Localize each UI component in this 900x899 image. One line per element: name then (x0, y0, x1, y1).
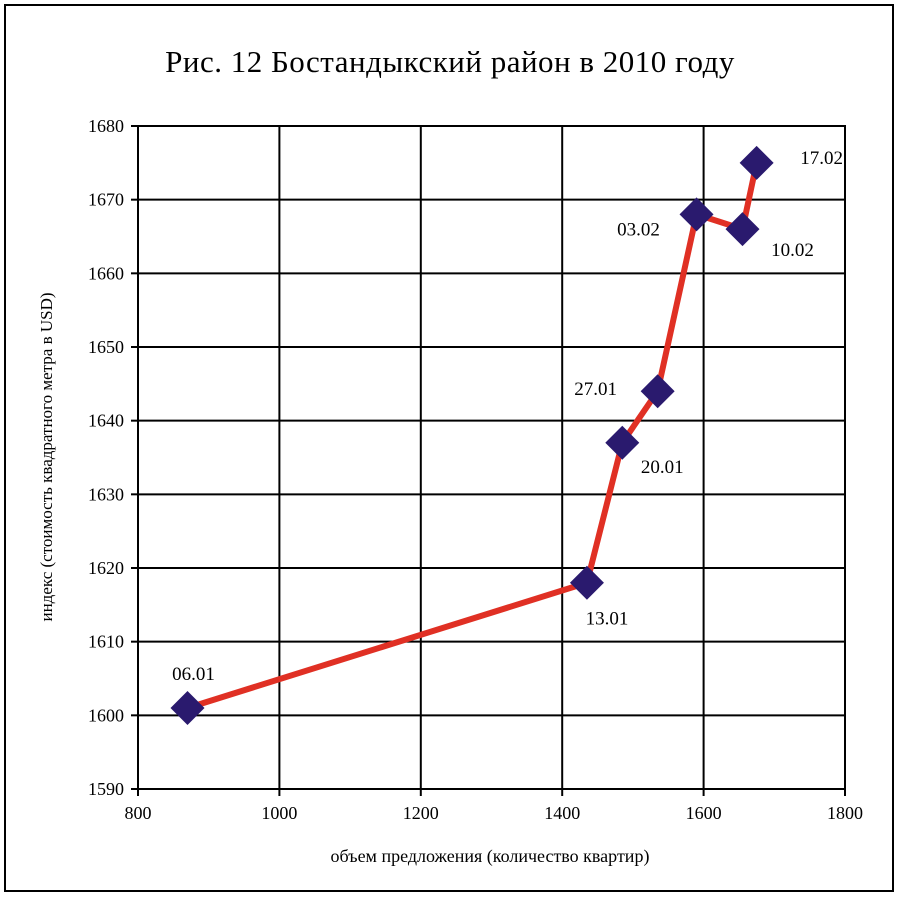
data-labels: 06.01 13.01 20.01 27.01 03.02 10.02 17.02 (172, 148, 843, 685)
x-axis-label: объем предложения (количество квартир) (331, 846, 650, 867)
data-label: 06.01 (172, 664, 215, 685)
data-label: 03.02 (617, 219, 660, 240)
data-point-marker (725, 212, 760, 247)
data-label: 20.01 (641, 457, 684, 478)
x-tick-label: 1600 (686, 803, 722, 823)
x-tick-label: 1400 (544, 803, 580, 823)
data-point-marker (569, 565, 604, 600)
y-tick-label: 1670 (88, 190, 124, 210)
data-point-marker (640, 374, 675, 409)
x-tick-label: 800 (125, 803, 152, 823)
data-label: 10.02 (771, 240, 814, 261)
x-tick-label: 1000 (261, 803, 297, 823)
axes: 800 1000 1200 1400 1600 1800 1590 1600 1610 1620 1… (88, 116, 863, 823)
y-tick-label: 1660 (88, 263, 124, 283)
data-label: 13.01 (586, 609, 629, 630)
series-polyline (184, 159, 760, 711)
data-point-marker (679, 197, 714, 232)
y-tick-label: 1590 (88, 779, 124, 799)
figure-frame (4, 4, 894, 892)
x-tick-label: 1800 (827, 803, 863, 823)
y-tick-label: 1600 (88, 705, 124, 725)
y-tick-label: 1610 (88, 632, 124, 652)
y-tick-label: 1650 (88, 337, 124, 357)
plot-area-border (137, 125, 846, 790)
data-markers (170, 145, 774, 725)
y-tick-label: 1620 (88, 558, 124, 578)
data-point-marker (605, 425, 640, 460)
data-label: 27.01 (574, 379, 617, 400)
data-point-marker (170, 690, 205, 725)
y-tick-label: 1680 (88, 116, 124, 136)
series-line (184, 159, 760, 711)
data-label: 17.02 (800, 148, 843, 169)
y-tick-label: 1630 (88, 484, 124, 504)
x-tick-label: 1200 (403, 803, 439, 823)
chart-title: Рис. 12 Бостандыкский район в 2010 году (165, 44, 735, 79)
y-tick-label: 1640 (88, 411, 124, 431)
data-point-marker (739, 145, 774, 180)
y-axis-label: индекс (стоимость квадратного метра в US… (37, 292, 56, 621)
